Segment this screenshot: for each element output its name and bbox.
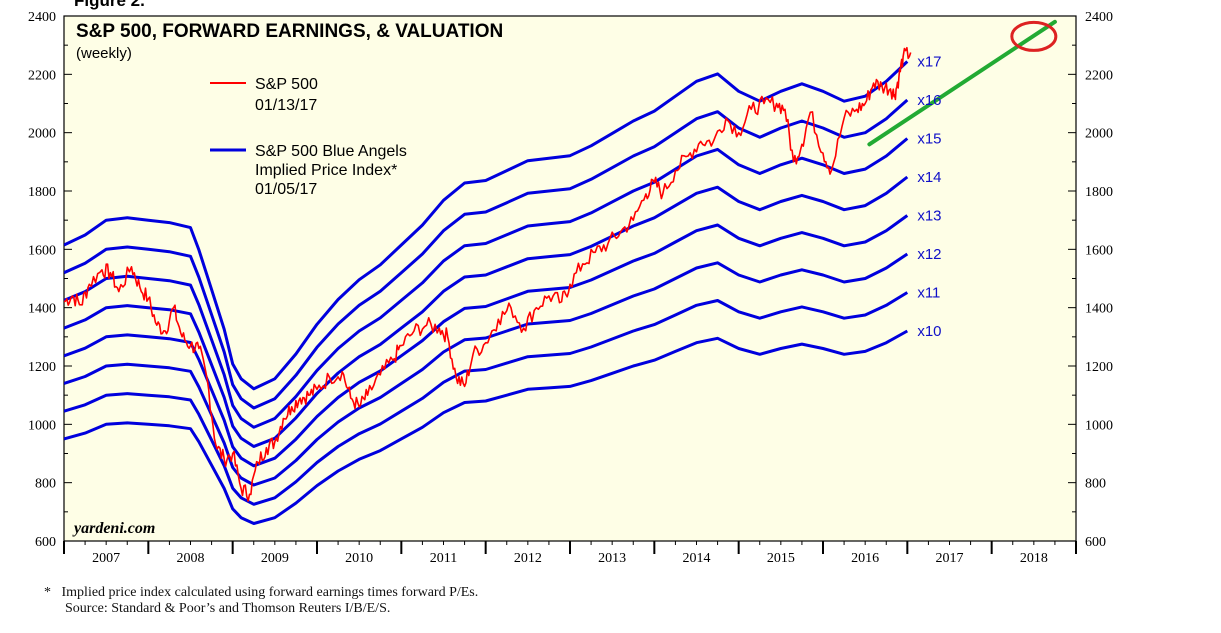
x-tick-label: 2009 — [261, 551, 289, 566]
y-tick-label-left: 1000 — [28, 418, 56, 433]
footnote-line-1: * Implied price index calculated using f… — [44, 585, 479, 600]
series-layer — [64, 19, 1058, 525]
figure-label: Figure 2. — [74, 0, 145, 10]
multiple-label-x16: x16 — [917, 92, 941, 109]
highlight-circle — [1010, 20, 1058, 52]
x-tick-label: 2007 — [92, 551, 120, 566]
y-tick-label-right: 600 — [1085, 535, 1106, 550]
x-tick-label: 2012 — [514, 551, 542, 566]
credit-label: yardeni.com — [72, 520, 155, 537]
y-tick-label-right: 1800 — [1085, 185, 1113, 200]
footnote-text-1: Implied price index calculated using for… — [61, 585, 479, 600]
multiple-labels: x10 x11 x12 x13 x14 x15 x16 x17 — [917, 54, 941, 341]
trend-line — [867, 19, 1057, 147]
legend-label-angels: S&P 500 Blue Angels — [255, 143, 407, 160]
multiple-label-x12: x12 — [917, 246, 941, 263]
x-tick-label: 2013 — [598, 551, 626, 566]
footnote: * Implied price index calculated using f… — [44, 585, 478, 617]
y-tick-label-left: 800 — [35, 477, 56, 492]
chart-subtitle: (weekly) — [76, 45, 132, 62]
angel-line-x17 — [64, 60, 909, 391]
chart-title: S&P 500, FORWARD EARNINGS, & VALUATION — [76, 21, 503, 42]
sp500-line — [64, 46, 912, 502]
y-tick-label-left: 2200 — [28, 68, 56, 83]
legend-label-angels-2: Implied Price Index* — [255, 162, 397, 179]
angel-line-x12 — [64, 252, 909, 487]
legend-date-angels: 01/05/17 — [255, 181, 317, 198]
legend-label-sp500: S&P 500 — [255, 76, 318, 93]
x-tick-label: 2011 — [430, 551, 457, 566]
y-tick-label-right: 800 — [1085, 477, 1106, 492]
footnote-line-2: Source: Standard & Poor’s and Thomson Re… — [65, 601, 391, 616]
multiple-label-x13: x13 — [917, 208, 941, 225]
x-tick-label: 2017 — [936, 551, 964, 566]
y-tick-label-left: 1600 — [28, 243, 56, 258]
angel-line-x16 — [64, 98, 909, 410]
x-tick-label: 2015 — [767, 551, 795, 566]
chart: 600 600 800 800 1000 1000 1200 1200 1400 1400 1600… — [28, 10, 1113, 566]
multiple-label-x15: x15 — [917, 131, 941, 148]
y-tick-label-left: 1200 — [28, 360, 56, 375]
multiple-label-x17: x17 — [917, 54, 941, 71]
angel-line-x10 — [64, 329, 909, 525]
y-tick-label-left: 1800 — [28, 185, 56, 200]
y-tick-label-right: 1000 — [1085, 418, 1113, 433]
multiple-label-x11: x11 — [917, 285, 940, 302]
y-tick-label-left: 2400 — [28, 10, 56, 25]
angel-line-x11 — [64, 291, 909, 506]
y-tick-label-right: 2400 — [1085, 10, 1113, 25]
angel-line-x14 — [64, 175, 909, 448]
x-tick-label: 2018 — [1020, 551, 1048, 566]
x-tick-label: 2008 — [177, 551, 205, 566]
multiple-label-x10: x10 — [917, 323, 941, 340]
angel-line-x13 — [64, 214, 909, 468]
axes: 600 600 800 800 1000 1000 1200 1200 1400 1400 1600… — [28, 10, 1113, 566]
legend-date-sp500: 01/13/17 — [255, 97, 317, 114]
y-tick-label-left: 1400 — [28, 302, 56, 317]
y-tick-label-right: 1400 — [1085, 302, 1113, 317]
y-tick-label-right: 2000 — [1085, 127, 1113, 142]
y-tick-label-right: 1200 — [1085, 360, 1113, 375]
multiple-label-x14: x14 — [917, 169, 941, 186]
y-tick-label-right: 2200 — [1085, 68, 1113, 83]
y-tick-label-left: 600 — [35, 535, 56, 550]
y-tick-label-left: 2000 — [28, 127, 56, 142]
x-tick-label: 2010 — [345, 551, 373, 566]
legend: S&P 500 01/13/17 S&P 500 Blue Angels Imp… — [210, 76, 407, 198]
x-tick-label: 2014 — [683, 551, 711, 566]
y-tick-label-right: 1600 — [1085, 243, 1113, 258]
angel-line-x15 — [64, 137, 909, 429]
x-tick-label: 2016 — [851, 551, 879, 566]
